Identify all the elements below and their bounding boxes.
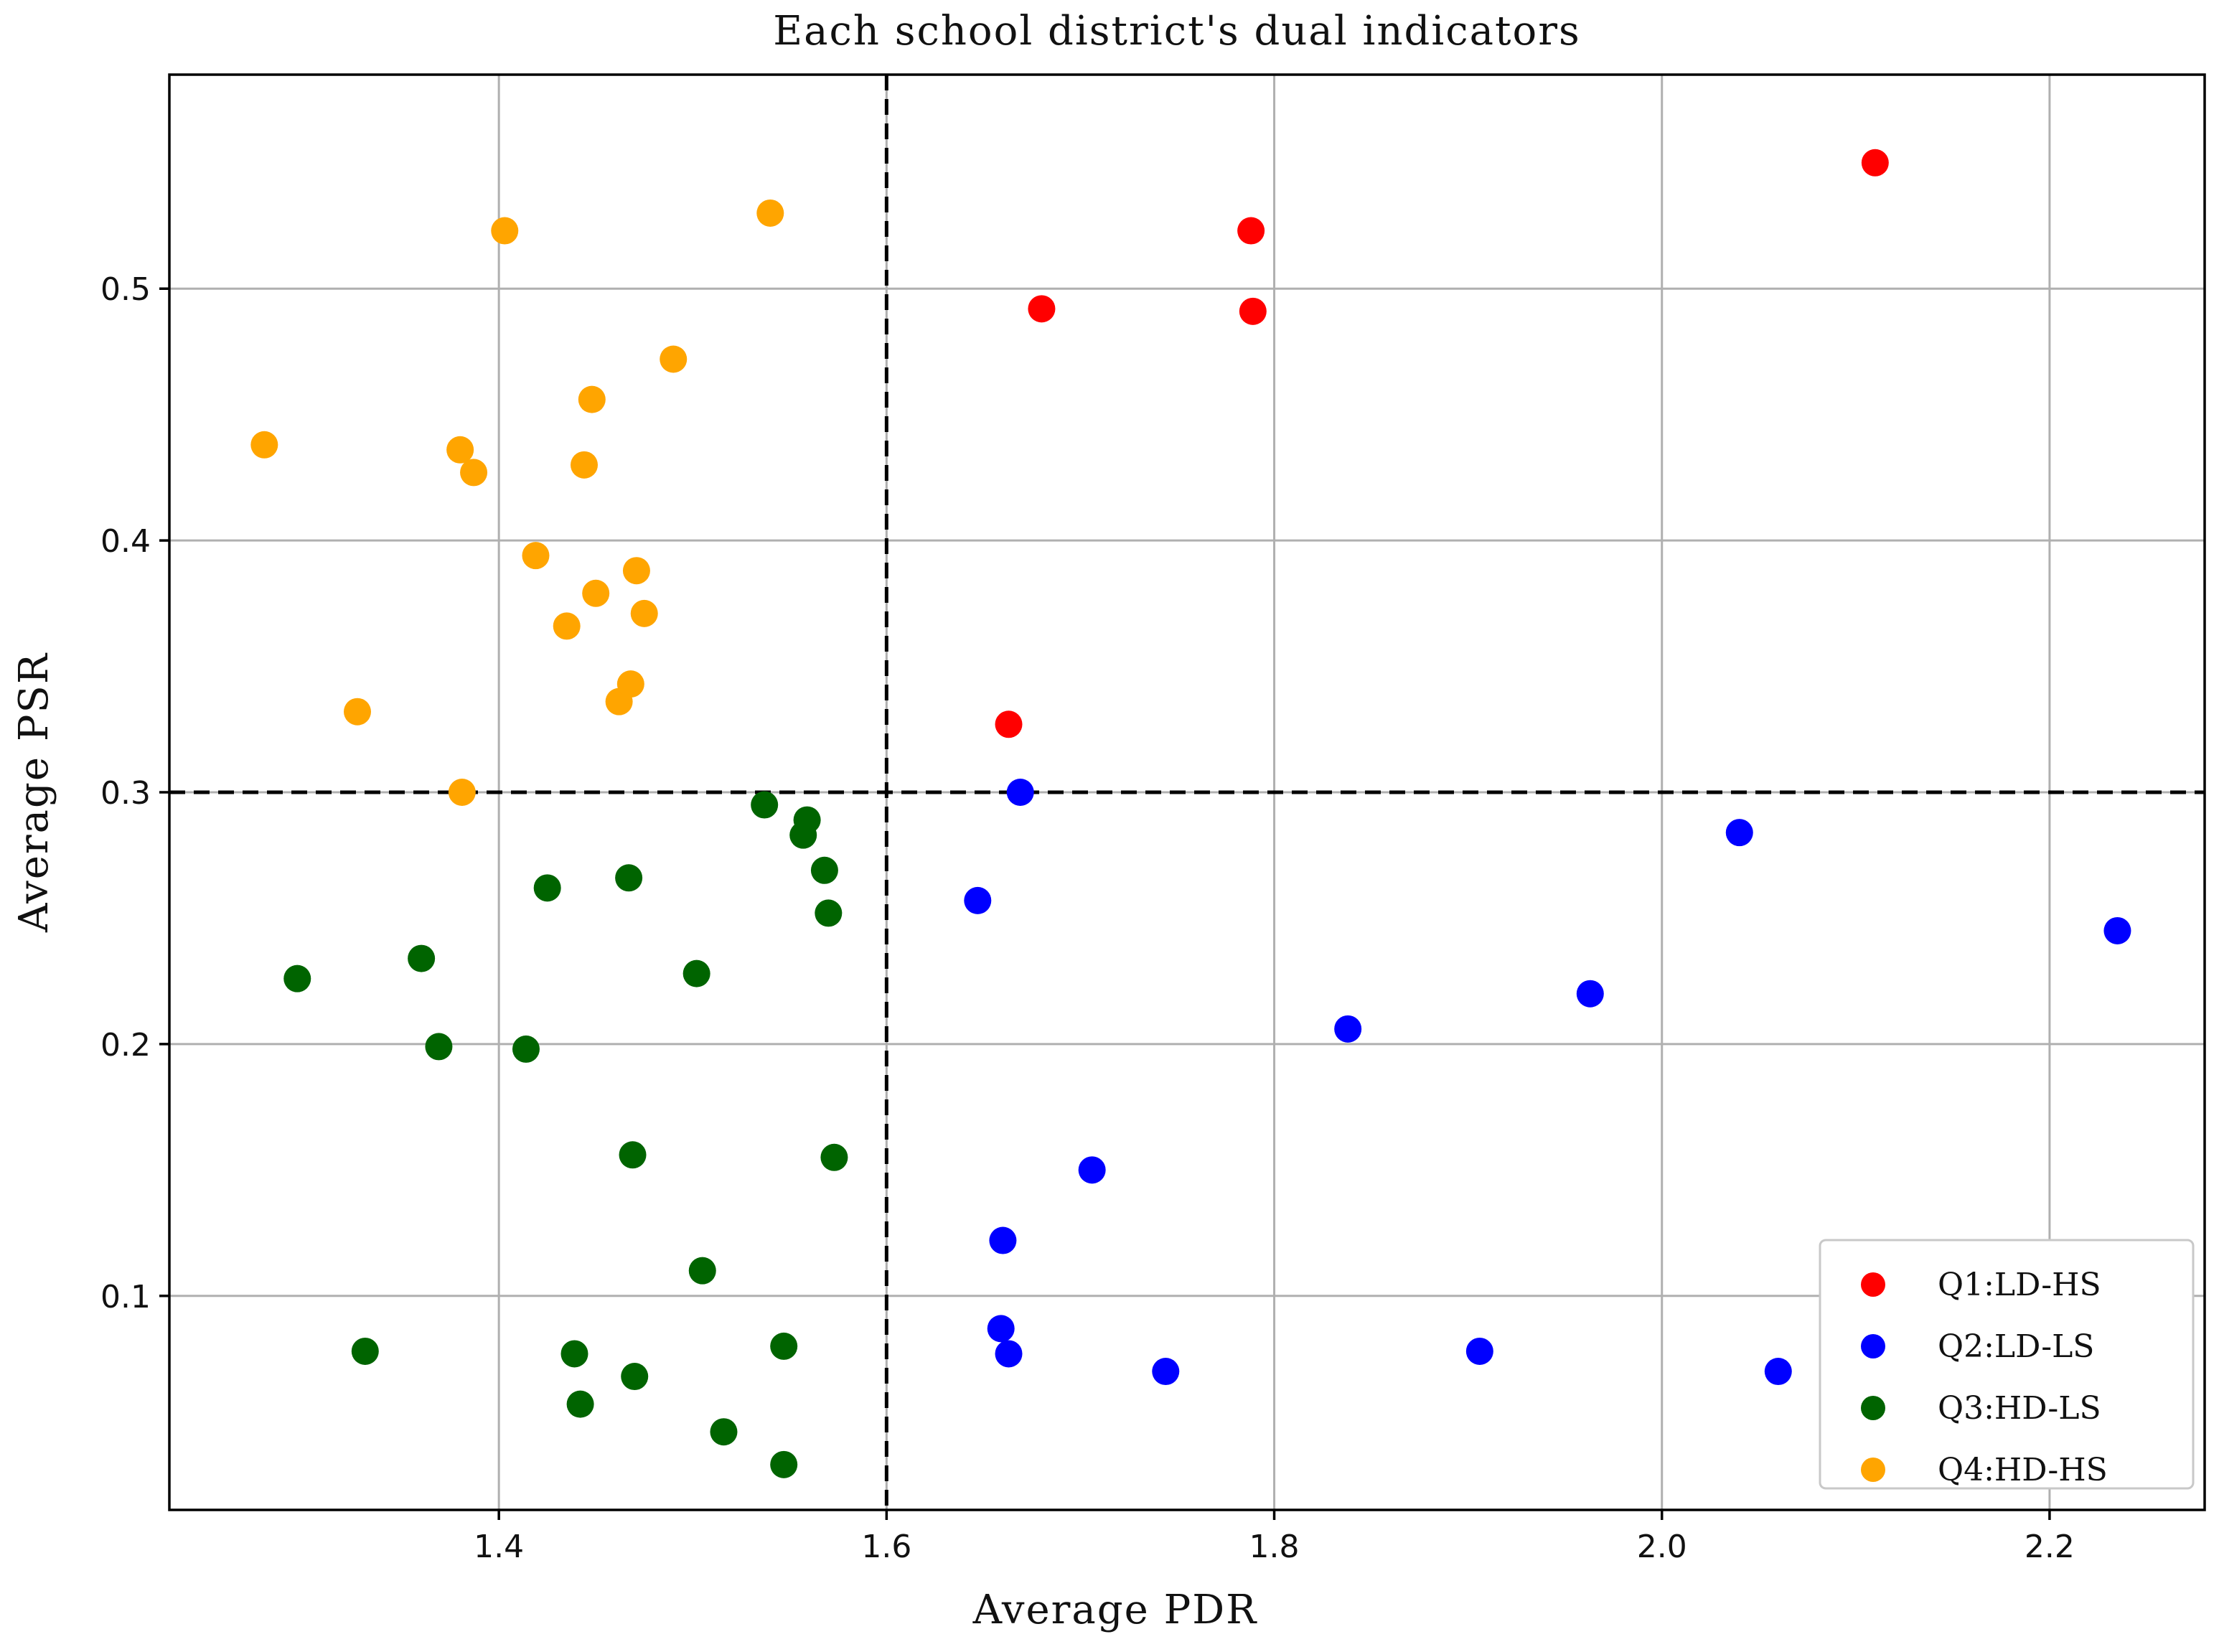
y-tick-label: 0.5 — [100, 271, 151, 308]
data-point — [793, 806, 821, 834]
legend-marker — [1861, 1334, 1885, 1358]
data-point — [1764, 1358, 1792, 1386]
x-axis-label: Average PDR — [972, 1587, 1258, 1633]
reference-lines — [169, 75, 2205, 1510]
data-point — [1152, 1358, 1180, 1386]
data-point — [1239, 297, 1267, 325]
data-point — [2103, 916, 2131, 944]
legend-marker — [1861, 1458, 1885, 1482]
legend: Q1:LD-HS Q2:LD-LS Q3:HD-LS Q4:HD-HS — [1819, 1239, 2195, 1490]
data-point — [560, 1340, 588, 1368]
data-point — [964, 886, 992, 914]
y-tick-label: 0.1 — [100, 1279, 151, 1315]
data-point — [751, 791, 779, 819]
legend-label: Q4:HD-HS — [1938, 1452, 2108, 1488]
data-point — [995, 1340, 1023, 1368]
data-point — [616, 670, 644, 698]
x-tick-label: 2.2 — [2025, 1529, 2075, 1565]
data-point — [1028, 295, 1056, 323]
y-tick-label: 0.3 — [100, 775, 151, 812]
data-point — [1006, 779, 1034, 806]
data-point — [615, 864, 643, 892]
data-point — [408, 944, 436, 972]
data-point — [1465, 1337, 1493, 1365]
y-axis: 0.1 0.2 0.3 0.4 0.5 — [100, 271, 169, 1315]
y-tick-label: 0.2 — [100, 1027, 151, 1064]
y-axis-label: Average PSR — [11, 652, 57, 933]
data-point — [820, 1143, 848, 1171]
data-point — [621, 1363, 649, 1391]
data-point — [630, 599, 658, 627]
data-point — [250, 431, 278, 459]
series-q2 — [964, 779, 2131, 1386]
legend-label: Q2:LD-LS — [1938, 1328, 2094, 1365]
data-point — [987, 1315, 1015, 1343]
data-point — [460, 459, 488, 487]
data-point — [351, 1337, 379, 1365]
data-point — [1078, 1156, 1106, 1184]
data-point — [1237, 217, 1265, 245]
legend-label: Q3:HD-LS — [1938, 1390, 2101, 1427]
data-point — [448, 779, 476, 806]
legend-label: Q1:LD-HS — [1938, 1267, 2101, 1303]
data-point — [571, 451, 599, 479]
legend-marker — [1861, 1272, 1885, 1297]
data-point — [770, 1332, 798, 1360]
legend-marker — [1861, 1396, 1885, 1420]
x-tick-label: 1.6 — [861, 1529, 911, 1565]
series-q3 — [283, 791, 848, 1478]
data-point — [1576, 980, 1604, 1008]
data-point — [283, 965, 311, 992]
y-tick-label: 0.4 — [100, 523, 151, 560]
data-point — [989, 1226, 1017, 1254]
data-point — [710, 1418, 738, 1446]
data-point — [582, 579, 610, 607]
data-point — [688, 1257, 716, 1285]
series-q1 — [995, 149, 1889, 738]
data-point — [622, 557, 650, 585]
data-point — [995, 710, 1023, 738]
data-point — [522, 542, 550, 570]
data-point — [619, 1141, 647, 1169]
data-point — [810, 856, 838, 884]
x-tick-label: 2.0 — [1637, 1529, 1687, 1565]
x-tick-label: 1.4 — [474, 1529, 524, 1565]
data-point — [553, 612, 581, 640]
data-point — [343, 698, 371, 726]
data-point — [756, 199, 784, 227]
data-point — [770, 1450, 798, 1478]
data-point — [815, 899, 843, 927]
x-axis: 1.4 1.6 1.8 2.0 2.2 — [474, 1510, 2075, 1565]
data-point — [1725, 819, 1753, 847]
chart-title: Each school district's dual indicators — [773, 8, 1581, 55]
data-point — [660, 345, 688, 373]
data-point — [1861, 149, 1889, 177]
x-tick-label: 1.8 — [1249, 1529, 1300, 1565]
data-point — [512, 1035, 540, 1063]
data-point — [491, 217, 519, 245]
data-point — [446, 436, 474, 464]
data-point — [578, 385, 606, 413]
data-point — [533, 874, 561, 902]
data-point — [425, 1033, 453, 1061]
legend-box — [1819, 1239, 2195, 1490]
data-point — [682, 959, 710, 987]
series-q4 — [250, 199, 784, 806]
data-point — [1334, 1015, 1362, 1043]
data-point — [566, 1390, 594, 1418]
data-points — [250, 149, 2131, 1478]
